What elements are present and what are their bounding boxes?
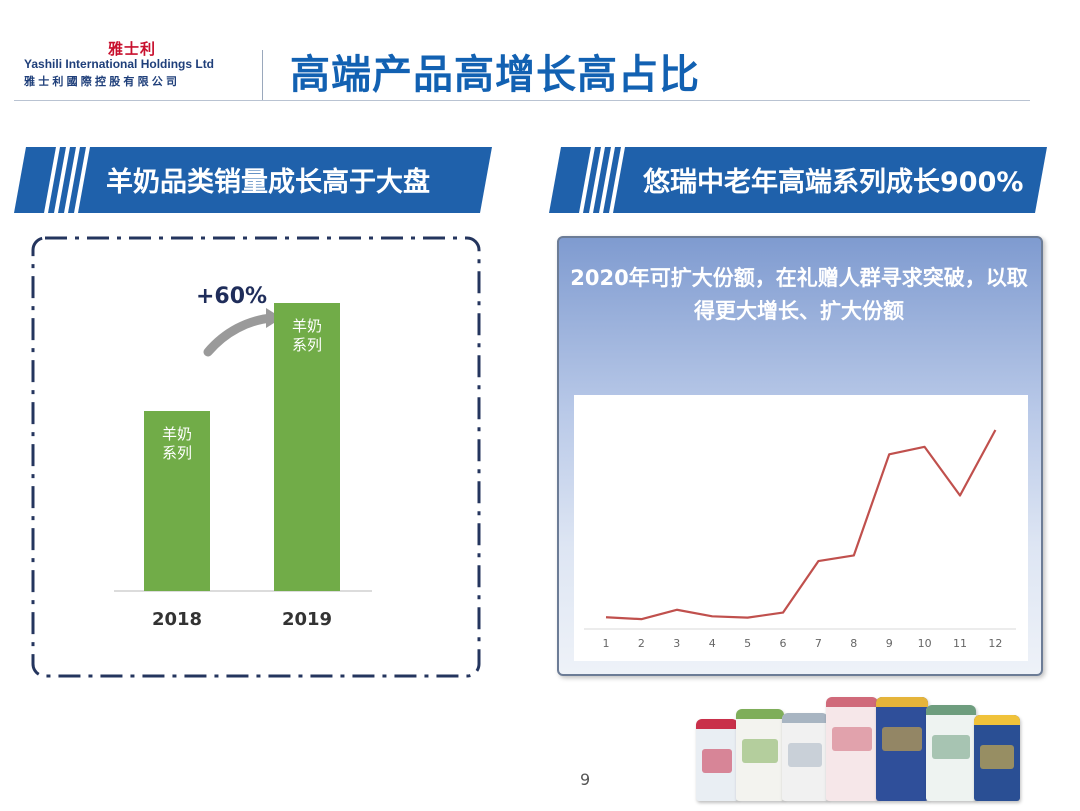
x-tick-label: 8 xyxy=(850,637,857,650)
x-tick-label: 6 xyxy=(780,637,787,650)
goat-milk-bar-chart xyxy=(114,303,372,592)
product-tins-image xyxy=(696,697,1034,809)
bar-inner-label: 羊奶 系列 xyxy=(291,317,322,354)
x-tick-label: 12 xyxy=(988,637,1002,650)
x-tick-label: 4 xyxy=(709,637,716,650)
bar-2019 xyxy=(274,303,340,591)
x-tick-label: 10 xyxy=(918,637,932,650)
x-tick-label: 2 xyxy=(638,637,645,650)
right-section-title: 悠瑞中老年高端系列成长900% xyxy=(643,167,1024,198)
x-tick-label: 3 xyxy=(673,637,680,650)
x-tick-label: 1 xyxy=(603,637,610,650)
right-chart-caption: 2020年可扩大份额，在礼赠人群寻求突破，以取得更大增长、扩大份额 xyxy=(570,266,1028,323)
page-number: 9 xyxy=(580,770,591,789)
left-section-title: 羊奶品类销量成长高于大盘 xyxy=(106,167,430,198)
tin-1 xyxy=(696,719,738,801)
banner-stripes-icon xyxy=(14,147,492,213)
tin-3 xyxy=(782,713,828,801)
tin-7 xyxy=(974,715,1020,801)
x-tick-label: 7 xyxy=(815,637,822,650)
x-tick-label: 11 xyxy=(953,637,967,650)
bar-2018 xyxy=(144,411,210,591)
header-rule xyxy=(14,100,1030,101)
tin-4 xyxy=(826,697,878,801)
x-tick-label: 2019 xyxy=(281,609,333,630)
line-chart-plot-area: 1 2 3 4 5 6 7 8 9 10 11 12 xyxy=(574,395,1028,661)
series-line xyxy=(605,429,997,621)
left-chart-panel xyxy=(31,236,481,678)
company-logo-en: Yashili International Holdings Ltd xyxy=(24,57,215,71)
left-section-banner: 羊奶品类销量成长高于大盘 xyxy=(14,147,492,213)
x-tick-label: 2018 xyxy=(151,609,203,630)
company-logo-cn-full: 雅士利國際控股有限公司 xyxy=(24,75,181,88)
x-tick-label: 9 xyxy=(886,637,893,650)
tin-2 xyxy=(736,709,784,801)
page-title: 高端产品高增长高占比 xyxy=(290,52,700,98)
tin-6 xyxy=(926,705,976,801)
company-logo-cn: 雅士利 xyxy=(108,40,157,58)
dashed-frame xyxy=(31,236,481,678)
senior-series-line-chart: 1 2 3 4 5 6 7 8 9 10 11 12 xyxy=(584,429,1016,650)
bar-inner-label: 羊奶 系列 xyxy=(161,425,192,462)
growth-arrow-icon xyxy=(203,313,277,357)
header-divider xyxy=(262,50,263,100)
banner-stripes-icon xyxy=(549,147,1047,213)
growth-label: +60% xyxy=(196,284,268,309)
x-tick-label: 5 xyxy=(744,637,751,650)
right-section-banner: 悠瑞中老年高端系列成长900% xyxy=(549,147,1047,213)
tin-5 xyxy=(876,697,928,801)
